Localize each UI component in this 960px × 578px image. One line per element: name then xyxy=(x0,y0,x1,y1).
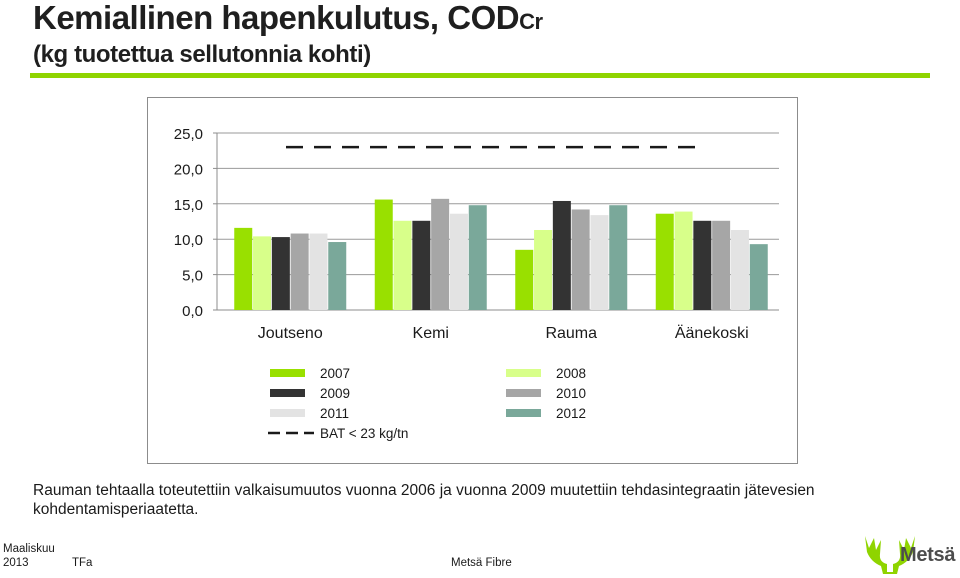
legend-label-2008: 2008 xyxy=(556,366,586,381)
bar-2007-kemi xyxy=(374,199,393,310)
legend-label-2009: 2009 xyxy=(320,386,350,401)
caption-line-1: Rauman tehtaalla toteutettiin valkaisumu… xyxy=(33,482,815,499)
bar-2011-joutseno xyxy=(309,233,328,310)
bar-2011-äänekoski xyxy=(730,229,749,310)
bar-2007-joutseno xyxy=(234,227,253,310)
legend-label-2010: 2010 xyxy=(556,386,586,401)
bar-2012-äänekoski xyxy=(749,244,768,310)
caption: Rauman tehtaalla toteutettiin valkaisumu… xyxy=(33,481,933,519)
bar-2009-kemi xyxy=(412,220,431,310)
bar-2011-rauma xyxy=(590,215,609,310)
title-subscript: Cr xyxy=(519,9,543,34)
footer-date-line-1: Maaliskuu xyxy=(3,543,55,555)
bar-2008-rauma xyxy=(534,229,553,310)
legend-label-2007: 2007 xyxy=(320,366,350,381)
footer-author: TFa xyxy=(72,557,93,569)
bar-2008-kemi xyxy=(393,220,412,310)
bar-2009-joutseno xyxy=(271,237,290,310)
title-divider xyxy=(30,73,930,78)
bar-2010-rauma xyxy=(571,209,590,310)
legend-swatch-2008 xyxy=(506,369,541,377)
bar-2009-rauma xyxy=(552,200,571,310)
logo-wordmark: Metsä xyxy=(900,544,956,566)
legend-swatch-2007 xyxy=(270,369,305,377)
chart-frame: 0,0 5,0 10,0 15,0 20,0 25,0 Joutseno Kemi Rauma Ä… xyxy=(147,97,798,464)
legend-swatch-2010 xyxy=(506,389,541,397)
legend-label-2011: 2011 xyxy=(320,406,349,421)
bar-2010-äänekoski xyxy=(712,220,731,310)
legend-label-2012: 2012 xyxy=(556,406,586,421)
bar-2008-äänekoski xyxy=(674,211,693,310)
page-subtitle: (kg tuotettua sellutonnia kohti) xyxy=(33,41,371,68)
y-tick-label: 5,0 xyxy=(182,268,203,285)
bar-2010-joutseno xyxy=(290,233,309,310)
bar-2010-kemi xyxy=(431,198,450,310)
x-category-label: Kemi xyxy=(413,325,449,342)
footer-company: Metsä Fibre xyxy=(451,557,512,569)
x-category-label: Rauma xyxy=(545,325,597,342)
y-tick-label: 0,0 xyxy=(182,303,203,320)
legend-swatch-2012 xyxy=(506,409,541,417)
x-category-label: Joutseno xyxy=(258,325,323,342)
metsa-logo-icon xyxy=(865,536,915,574)
x-category-label: Äänekoski xyxy=(675,324,749,342)
bar-2009-äänekoski xyxy=(693,220,712,310)
legend-swatch-2011 xyxy=(270,409,305,417)
bar-2008-joutseno xyxy=(253,236,272,310)
caption-line-2: kohdentamisperiaatetta. xyxy=(33,501,199,518)
y-tick-label: 15,0 xyxy=(174,197,203,214)
bar-2012-rauma xyxy=(609,205,628,310)
bar-2007-rauma xyxy=(515,249,534,310)
page-title: Kemiallinen hapenkulutus, CODCr xyxy=(33,0,543,40)
bar-chart: 0,0 5,0 10,0 15,0 20,0 25,0 Joutseno Kemi Rauma Ä… xyxy=(174,126,779,441)
footer-date: Maaliskuu 2013 xyxy=(3,542,55,570)
y-tick-label: 25,0 xyxy=(174,126,203,143)
legend-label-bat: BAT < 23 kg/tn xyxy=(320,426,408,441)
title-main: Kemiallinen hapenkulutus, COD xyxy=(33,0,520,36)
y-tick-label: 10,0 xyxy=(174,232,203,249)
title-block: Kemiallinen hapenkulutus, CODCr (kg tuot… xyxy=(33,0,543,70)
y-tick-label: 20,0 xyxy=(174,161,203,178)
bar-2012-joutseno xyxy=(328,242,347,310)
bar-2007-äänekoski xyxy=(655,213,674,310)
bar-2012-kemi xyxy=(468,205,487,310)
bar-2011-kemi xyxy=(449,213,468,310)
legend-swatch-2009 xyxy=(270,389,305,397)
footer-date-line-2: 2013 xyxy=(3,557,29,569)
